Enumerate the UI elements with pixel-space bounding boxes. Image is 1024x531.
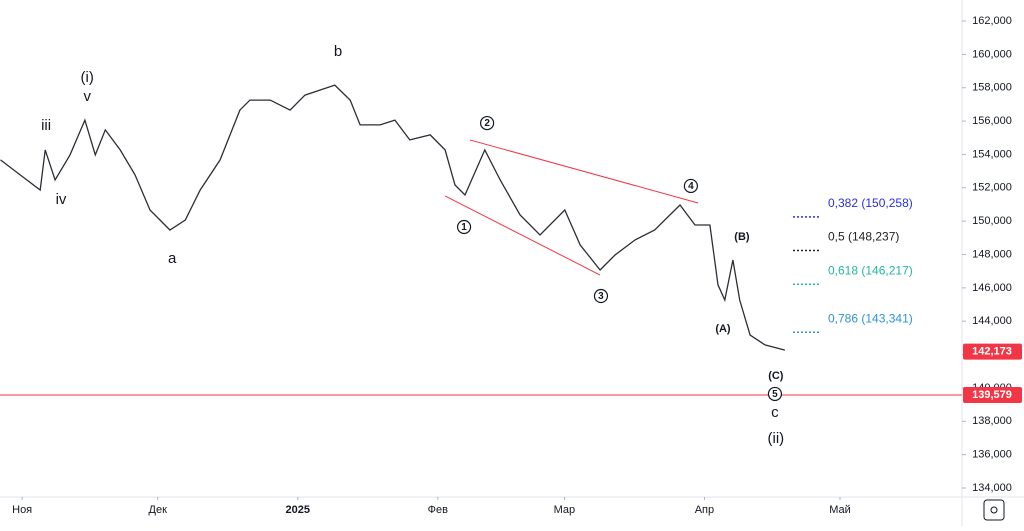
price-badge — [963, 343, 1022, 360]
trendline — [469, 139, 699, 204]
wave-label: v — [83, 88, 91, 105]
wave-label: (ii) — [768, 430, 785, 447]
price-line-series — [0, 84, 786, 351]
x-tick-label: Фев — [428, 504, 448, 516]
wave-circle — [480, 115, 495, 131]
y-tick-label: 148,000 — [972, 248, 1012, 260]
y-tick-label: 138,000 — [972, 415, 1012, 427]
wave-label: 2 — [484, 118, 490, 129]
wave-circle — [767, 386, 783, 402]
wave-circle — [456, 219, 472, 235]
y-tick-label: 152,000 — [972, 182, 1012, 194]
fib-label: 0,5 (148,237) — [828, 230, 899, 244]
x-tick-label: Май — [829, 504, 851, 516]
settings-icon[interactable] — [990, 506, 998, 514]
x-tick-label: 2025 — [286, 504, 310, 516]
wave-label: iii — [41, 117, 51, 134]
wave-label: 4 — [688, 181, 694, 192]
fib-label: 0,382 (150,258) — [828, 196, 913, 210]
y-tick-label: 144,000 — [972, 315, 1012, 327]
wave-label: (C) — [768, 370, 784, 382]
wave-label: 3 — [598, 291, 604, 302]
wave-label: b — [334, 43, 342, 60]
wave-label: c — [771, 404, 779, 421]
wave-label: iv — [56, 191, 67, 208]
settings-button[interactable] — [983, 499, 1005, 521]
wave-label: 5 — [772, 389, 778, 400]
y-tick-label: 160,000 — [972, 48, 1012, 60]
y-tick-label: 146,000 — [972, 282, 1012, 294]
price-badge-label: 142,173 — [972, 346, 1012, 358]
y-tick-label: 156,000 — [972, 115, 1012, 127]
wave-label: a — [168, 250, 177, 267]
y-tick-label: 134,000 — [972, 482, 1012, 494]
wave-label: (A) — [715, 323, 731, 335]
x-tick-label: Апр — [695, 504, 714, 516]
wave-circle — [593, 288, 609, 304]
fib-label: 0,786 (143,341) — [828, 311, 913, 325]
price-badge — [963, 386, 1022, 403]
x-tick-label: Дек — [149, 504, 168, 516]
wave-label: (i) — [81, 69, 94, 86]
y-tick-label: 162,000 — [972, 15, 1012, 27]
wave-label: 1 — [461, 222, 467, 233]
y-tick-label: 158,000 — [972, 82, 1012, 94]
wave-label: (B) — [734, 231, 750, 243]
y-tick-label: 136,000 — [972, 449, 1012, 461]
y-tick-label: 154,000 — [972, 148, 1012, 160]
trendline — [444, 195, 601, 276]
wave-circle — [683, 178, 698, 194]
y-tick-label: 150,000 — [972, 215, 1012, 227]
x-tick-label: Мар — [554, 504, 576, 516]
fib-label: 0,618 (146,217) — [828, 263, 913, 277]
price-badge-label: 139,579 — [972, 389, 1012, 401]
settings-frame[interactable] — [983, 499, 1005, 521]
x-tick-label: Ноя — [12, 504, 32, 516]
